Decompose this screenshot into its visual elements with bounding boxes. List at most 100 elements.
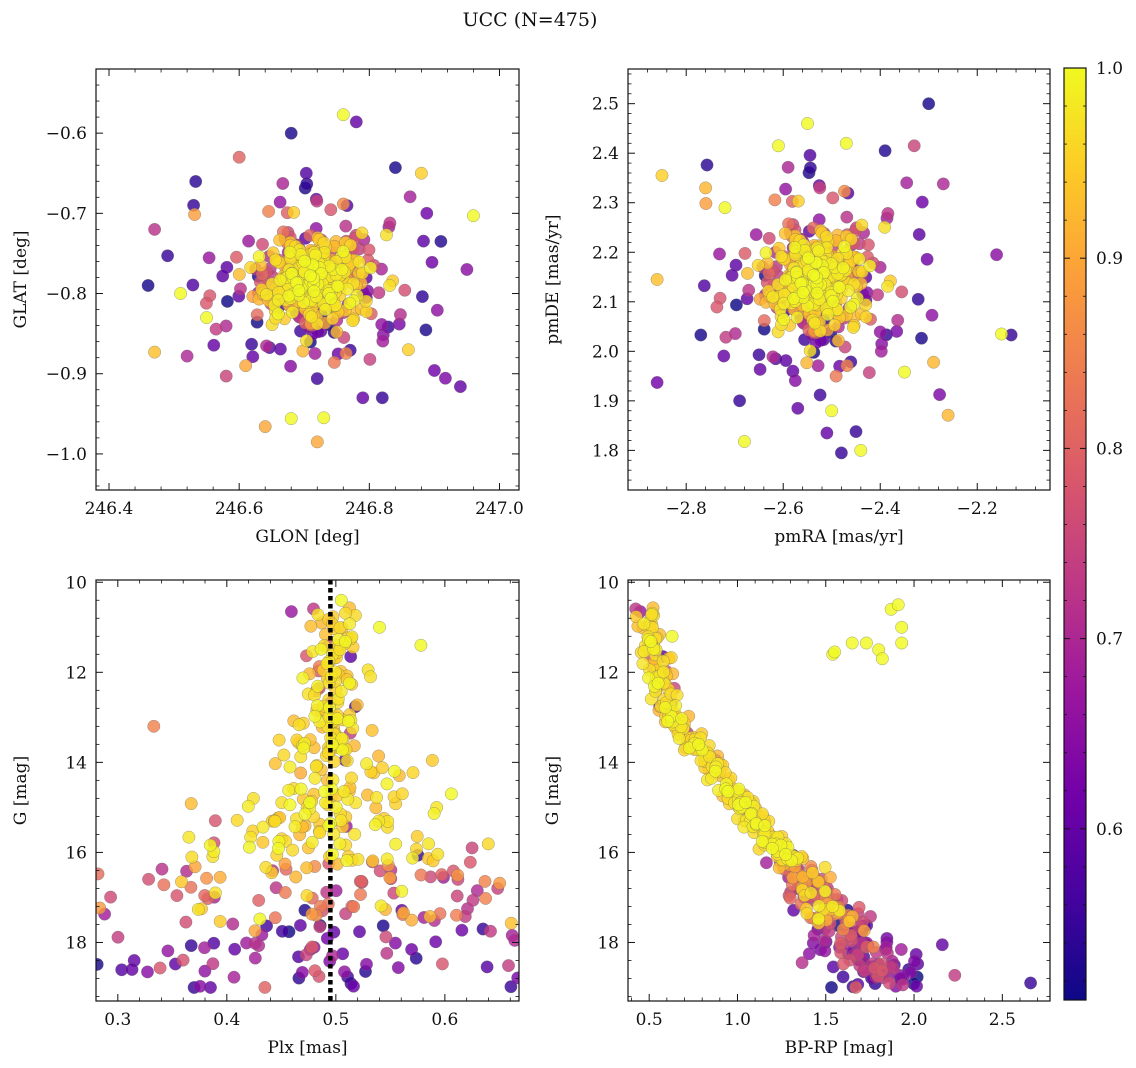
data-point — [645, 608, 659, 622]
data-point — [141, 279, 155, 292]
data-point — [256, 820, 270, 834]
data-point — [356, 391, 370, 405]
y-tick-label: 16 — [597, 843, 619, 863]
x-tick-label: 2.0 — [901, 1010, 928, 1030]
x-tick-label: 0.5 — [322, 1010, 349, 1030]
x-tick-label: 0.5 — [636, 1010, 663, 1030]
data-point — [286, 305, 299, 319]
data-point — [202, 251, 216, 265]
axes-frame — [95, 579, 520, 1002]
data-point — [299, 166, 313, 180]
data-point — [725, 268, 739, 282]
data-point — [427, 364, 441, 377]
data-point — [298, 254, 312, 268]
data-point — [791, 194, 805, 208]
ticks-plx-vs-g: 0.3 0.4 0.5 0.6 10 12 14 16 18 — [65, 573, 519, 1030]
data-point — [278, 857, 292, 871]
data-point — [729, 298, 743, 312]
data-point — [161, 249, 175, 263]
data-point — [826, 191, 840, 205]
data-point — [657, 665, 671, 679]
data-point — [430, 303, 444, 317]
data-point — [339, 346, 353, 360]
axes-frame — [627, 579, 1051, 1002]
data-point — [298, 807, 312, 821]
data-point — [895, 636, 909, 650]
data-point — [148, 345, 162, 359]
data-point — [895, 285, 909, 299]
data-point — [388, 764, 402, 778]
data-point — [338, 965, 351, 979]
data-point — [846, 320, 860, 334]
data-point — [388, 936, 402, 950]
data-point — [766, 290, 780, 304]
data-point — [268, 814, 282, 828]
data-point — [779, 273, 792, 287]
x-axis-label: BP-RP [mag] — [785, 1038, 894, 1058]
data-point — [414, 638, 428, 652]
data-point — [284, 412, 298, 426]
data-point — [891, 598, 905, 612]
data-point — [840, 359, 854, 373]
x-tick-label: 1.0 — [724, 1010, 751, 1030]
y-tick-label: −0.8 — [46, 285, 87, 305]
data-point — [511, 971, 519, 985]
data-point — [227, 970, 241, 984]
data-point — [650, 376, 664, 389]
data-point — [104, 890, 118, 904]
data-point — [360, 757, 374, 771]
data-point — [781, 160, 795, 174]
y-axis-label: G [mag] — [11, 756, 31, 825]
x-tick-label: 246.8 — [345, 499, 394, 519]
data-point — [111, 930, 125, 944]
data-point — [268, 911, 282, 925]
data-point — [155, 862, 169, 876]
data-point — [493, 876, 507, 890]
data-point — [840, 210, 854, 224]
colorbar-tick-label: 0.8 — [1096, 439, 1123, 459]
data-point — [738, 246, 752, 260]
data-point — [391, 961, 405, 975]
data-point — [900, 176, 914, 190]
data-point — [241, 799, 255, 813]
data-point — [907, 139, 921, 153]
data-point — [188, 208, 202, 221]
data-point — [742, 283, 756, 297]
colorbar-tick-label: 0.6 — [1096, 820, 1123, 840]
data-point — [287, 205, 301, 219]
data-point — [343, 296, 357, 310]
data-point — [779, 847, 793, 861]
data-point — [372, 286, 386, 300]
data-point — [375, 761, 389, 775]
data-point — [891, 313, 905, 327]
data-point — [779, 354, 793, 368]
y-tick-label: 10 — [65, 573, 87, 593]
ticks-position: 246.4 246.6 246.8 247.0 −1.0 −0.9 −0.8 −0.7 −0.6 — [46, 69, 524, 519]
data-point — [96, 957, 104, 971]
data-point — [904, 965, 918, 979]
data-point — [644, 635, 658, 648]
x-tick-label: −2.2 — [957, 499, 998, 519]
data-point — [429, 935, 443, 949]
data-point — [220, 294, 234, 308]
data-point — [125, 963, 139, 976]
colorbar-tick-label: 1.0 — [1096, 59, 1123, 79]
data-point — [820, 230, 833, 244]
data-point — [395, 787, 409, 801]
data-point — [435, 868, 449, 882]
data-point — [697, 279, 711, 293]
data-point — [326, 312, 340, 326]
data-point — [338, 635, 352, 648]
data-point — [379, 930, 393, 944]
data-point — [758, 819, 772, 833]
data-point — [911, 292, 925, 306]
data-point — [219, 369, 233, 383]
x-tick-label: 0.6 — [431, 1010, 458, 1030]
data-point — [200, 871, 214, 885]
data-point — [915, 331, 928, 345]
y-tick-label: −0.7 — [46, 204, 87, 224]
colorbar-tick-label: 0.9 — [1096, 249, 1123, 269]
data-point — [334, 684, 348, 698]
data-point — [311, 608, 325, 622]
